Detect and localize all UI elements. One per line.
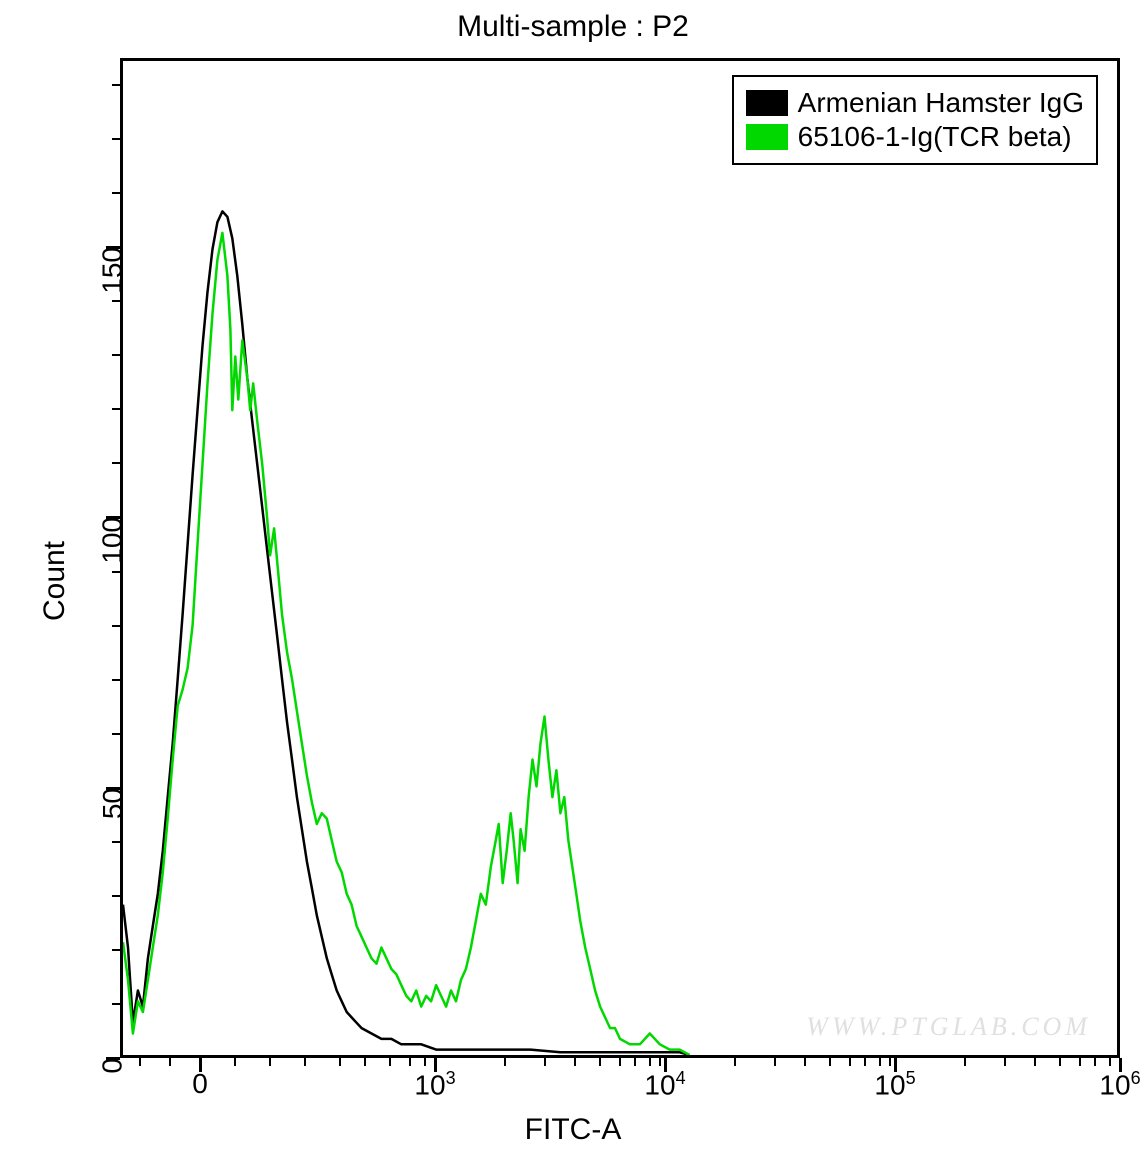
x-minor-tick	[849, 1058, 851, 1066]
x-minor-tick	[234, 1058, 236, 1066]
x-minor-tick	[269, 1058, 271, 1066]
x-tick-label: 106	[1099, 1068, 1140, 1101]
y-minor-tick	[112, 138, 120, 140]
watermark: WWW.PTGLAB.COM	[806, 1012, 1091, 1042]
x-minor-tick	[804, 1058, 806, 1066]
x-minor-tick	[504, 1058, 506, 1066]
x-tick-mark	[199, 1058, 202, 1072]
y-minor-tick	[112, 841, 120, 843]
x-minor-tick	[879, 1058, 881, 1066]
y-axis-label: Count	[38, 541, 72, 621]
legend-item: 65106-1-Ig(TCR beta)	[746, 121, 1084, 153]
x-minor-tick	[659, 1058, 661, 1066]
x-tick-label: 104	[644, 1068, 685, 1101]
x-minor-tick	[634, 1058, 636, 1066]
x-minor-tick	[139, 1058, 141, 1066]
legend-swatch	[746, 90, 788, 116]
legend-swatch	[746, 124, 788, 150]
y-minor-tick	[112, 192, 120, 194]
x-axis-label: FITC-A	[0, 1113, 1146, 1147]
x-tick-label: 105	[874, 1068, 915, 1101]
x-minor-tick	[424, 1058, 426, 1066]
x-minor-tick	[169, 1058, 171, 1066]
x-tick-mark	[1119, 1058, 1122, 1072]
y-minor-tick	[112, 300, 120, 302]
x-minor-tick	[389, 1058, 391, 1066]
x-minor-tick	[1059, 1058, 1061, 1066]
y-minor-tick	[112, 408, 120, 410]
y-tick-mark	[106, 246, 120, 249]
x-minor-tick	[964, 1058, 966, 1066]
x-minor-tick	[304, 1058, 306, 1066]
y-tick-mark	[106, 516, 120, 519]
x-tick-mark	[434, 1058, 437, 1072]
x-tick-mark	[664, 1058, 667, 1072]
x-minor-tick	[619, 1058, 621, 1066]
y-tick-mark	[106, 787, 120, 790]
x-minor-tick	[339, 1058, 341, 1066]
x-tick-label: 103	[414, 1068, 455, 1101]
y-tick-label: 100	[97, 517, 129, 564]
y-tick-label: 50	[97, 788, 129, 819]
x-minor-tick	[774, 1058, 776, 1066]
x-minor-tick	[1109, 1058, 1111, 1066]
x-minor-tick	[1094, 1058, 1096, 1066]
y-minor-tick	[112, 895, 120, 897]
y-tick-mark	[106, 1057, 120, 1060]
x-minor-tick	[1079, 1058, 1081, 1066]
x-minor-tick	[734, 1058, 736, 1066]
x-tick-label: 0	[192, 1068, 208, 1100]
y-tick-label: 150	[97, 247, 129, 294]
y-minor-tick	[112, 949, 120, 951]
legend-label: Armenian Hamster IgG	[798, 87, 1084, 119]
x-minor-tick	[889, 1058, 891, 1066]
y-minor-tick	[112, 571, 120, 573]
chart-title: Multi-sample : P2	[0, 10, 1146, 44]
x-minor-tick	[574, 1058, 576, 1066]
histogram-svg	[123, 61, 1117, 1055]
y-minor-tick	[112, 679, 120, 681]
flow-cytometry-chart: Multi-sample : P2 Count FITC-A 0 50 100 150…	[0, 0, 1146, 1162]
x-tick-mark	[894, 1058, 897, 1072]
y-minor-tick	[112, 733, 120, 735]
y-tick-label: 0	[97, 1058, 129, 1074]
x-minor-tick	[1004, 1058, 1006, 1066]
x-minor-tick	[829, 1058, 831, 1066]
legend: Armenian Hamster IgG65106-1-Ig(TCR beta)	[732, 75, 1098, 165]
x-minor-tick	[364, 1058, 366, 1066]
y-minor-tick	[112, 1003, 120, 1005]
y-minor-tick	[112, 84, 120, 86]
x-minor-tick	[1034, 1058, 1036, 1066]
x-minor-tick	[649, 1058, 651, 1066]
x-minor-tick	[409, 1058, 411, 1066]
plot-area	[120, 58, 1120, 1058]
x-minor-tick	[864, 1058, 866, 1066]
series-line	[123, 233, 690, 1055]
legend-label: 65106-1-Ig(TCR beta)	[798, 121, 1072, 153]
y-minor-tick	[112, 625, 120, 627]
series-line	[123, 211, 690, 1055]
y-minor-tick	[112, 354, 120, 356]
x-minor-tick	[544, 1058, 546, 1066]
legend-item: Armenian Hamster IgG	[746, 87, 1084, 119]
y-minor-tick	[112, 462, 120, 464]
x-minor-tick	[599, 1058, 601, 1066]
